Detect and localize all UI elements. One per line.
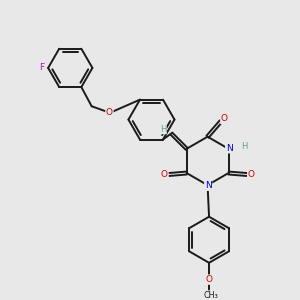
Text: N: N [205, 181, 211, 190]
Text: H: H [160, 124, 166, 134]
Text: O: O [248, 170, 255, 179]
Text: O: O [106, 108, 113, 117]
Text: F: F [39, 63, 44, 72]
Text: CH₃: CH₃ [203, 291, 218, 300]
Text: N: N [226, 144, 232, 153]
Text: H: H [241, 142, 247, 151]
Text: O: O [161, 170, 168, 179]
Text: O: O [206, 275, 213, 284]
Text: O: O [221, 115, 228, 124]
